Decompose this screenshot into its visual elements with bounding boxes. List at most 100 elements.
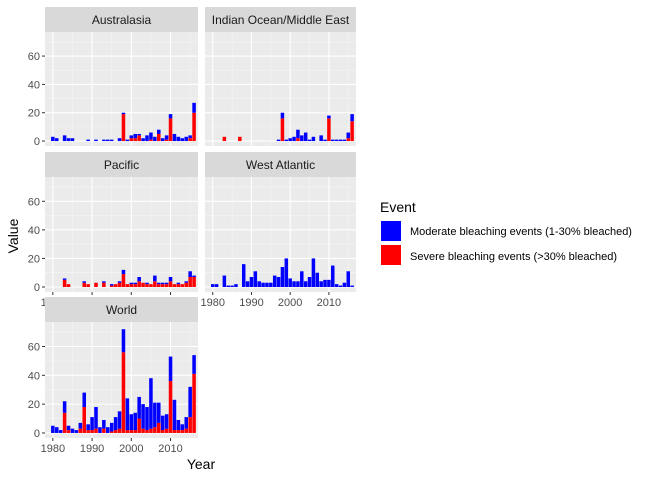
bar-moderate-1991 [94,139,98,142]
y-tick-label: 40 [28,225,40,237]
bar-moderate-2013 [180,424,185,431]
y-tick-label: 20 [28,108,40,120]
bar-moderate-1997 [117,138,122,142]
bar-moderate-2015 [346,271,350,287]
bar-moderate-2003 [300,271,304,287]
bar-severe-2002 [137,135,141,142]
bar-moderate-2004 [145,407,149,431]
bar-moderate-1990 [249,277,254,287]
bar-moderate-2000 [129,135,134,139]
bar-severe-2007 [157,422,161,433]
legend-title: Event [380,199,416,215]
bar-moderate-1989 [245,281,250,287]
bar-moderate-2001 [133,282,137,285]
bar-severe-1998 [280,118,285,142]
bar-severe-1993 [102,428,106,433]
bar-moderate-2001 [133,133,137,139]
bar-moderate-1988 [82,281,86,283]
bar-moderate-2009 [323,279,327,287]
bar-severe-2002 [137,418,141,433]
bar-severe-2005 [149,428,153,433]
facet-strip [45,152,198,177]
facet-strip [205,7,356,32]
bar-severe-1991 [94,428,98,433]
panel-background [205,32,356,146]
bar-severe-2003 [141,428,145,433]
bar-moderate-1993 [102,419,106,429]
bar-moderate-2007 [157,129,161,134]
bar-moderate-1989 [86,424,90,431]
bar-severe-1989 [86,430,90,433]
bar-severe-1983 [62,412,67,433]
bar-severe-1997 [117,428,122,433]
bar-moderate-2002 [296,281,300,287]
bar-severe-2002 [296,138,300,142]
y-tick-label: 40 [28,370,40,382]
bar-moderate-2006 [153,136,157,142]
bar-severe-2012 [176,284,181,287]
bar-moderate-2011 [172,133,177,142]
bar-moderate-1994 [106,427,110,433]
bar-moderate-1994 [265,282,269,287]
bar-moderate-1988 [82,392,86,408]
bar-severe-1988 [82,407,86,433]
bar-severe-2016 [192,277,196,287]
bar-severe-2014 [184,428,188,433]
bar-moderate-2002 [137,396,141,419]
bar-severe-2015 [188,417,192,433]
y-axis-title: Value [5,218,21,253]
bar-moderate-1993 [102,281,106,283]
panel-world: World 0 20 40 60 1980 1990 2000 2010 [28,297,198,455]
bar-moderate-1980 [211,284,215,287]
bar-moderate-1998 [280,112,285,119]
legend: Event Moderate bleaching events (1-30% b… [380,199,632,265]
bar-moderate-1986 [234,284,238,287]
legend-label-severe: Severe bleaching events (>30% bleached) [410,251,617,263]
bar-severe-2016 [350,121,354,142]
bar-severe-1999 [125,430,130,433]
bar-moderate-2013 [338,285,343,287]
bar-severe-2010 [327,118,331,142]
bar-moderate-1995 [109,284,114,286]
bar-moderate-1985 [70,138,75,142]
bar-severe-2001 [133,284,137,287]
bar-moderate-2002 [137,277,141,282]
facet-strip-label: World [106,303,137,317]
bar-moderate-2005 [149,132,153,140]
bar-moderate-2001 [292,281,296,287]
panel-background [45,177,198,292]
bar-moderate-2005 [307,277,312,287]
bar-moderate-1998 [121,269,126,275]
bar-severe-2001 [133,138,137,142]
legend-key-moderate [381,221,401,241]
bar-moderate-1989 [86,139,90,142]
bar-moderate-1999 [125,398,130,431]
bar-moderate-1985 [70,428,75,433]
bar-severe-2005 [149,284,153,287]
bar-moderate-2004 [303,281,308,287]
bar-moderate-1996 [272,275,277,287]
bar-moderate-2000 [129,414,134,431]
bar-moderate-2008 [160,138,165,142]
bar-moderate-2014 [342,139,347,142]
bar-moderate-2006 [153,275,157,282]
bar-severe-2006 [153,427,157,433]
bar-moderate-2016 [192,102,196,113]
bar-severe-2007 [157,284,161,287]
bar-moderate-1984 [226,285,230,287]
bar-moderate-2013 [180,138,185,142]
bar-moderate-2014 [342,282,347,287]
x-tick-label: 2000 [119,443,143,455]
y-tick-label: 60 [28,341,40,353]
bar-moderate-2002 [296,129,300,139]
bar-moderate-2008 [319,135,323,142]
bar-moderate-2016 [350,114,354,122]
bar-moderate-2007 [315,272,320,287]
panel-background [45,32,198,146]
bar-moderate-2009 [164,135,169,140]
bar-severe-2015 [188,138,192,142]
bar-moderate-2012 [176,136,181,142]
bar-moderate-2001 [133,412,137,431]
bar-moderate-2010 [168,114,173,119]
bar-moderate-2008 [160,282,165,285]
